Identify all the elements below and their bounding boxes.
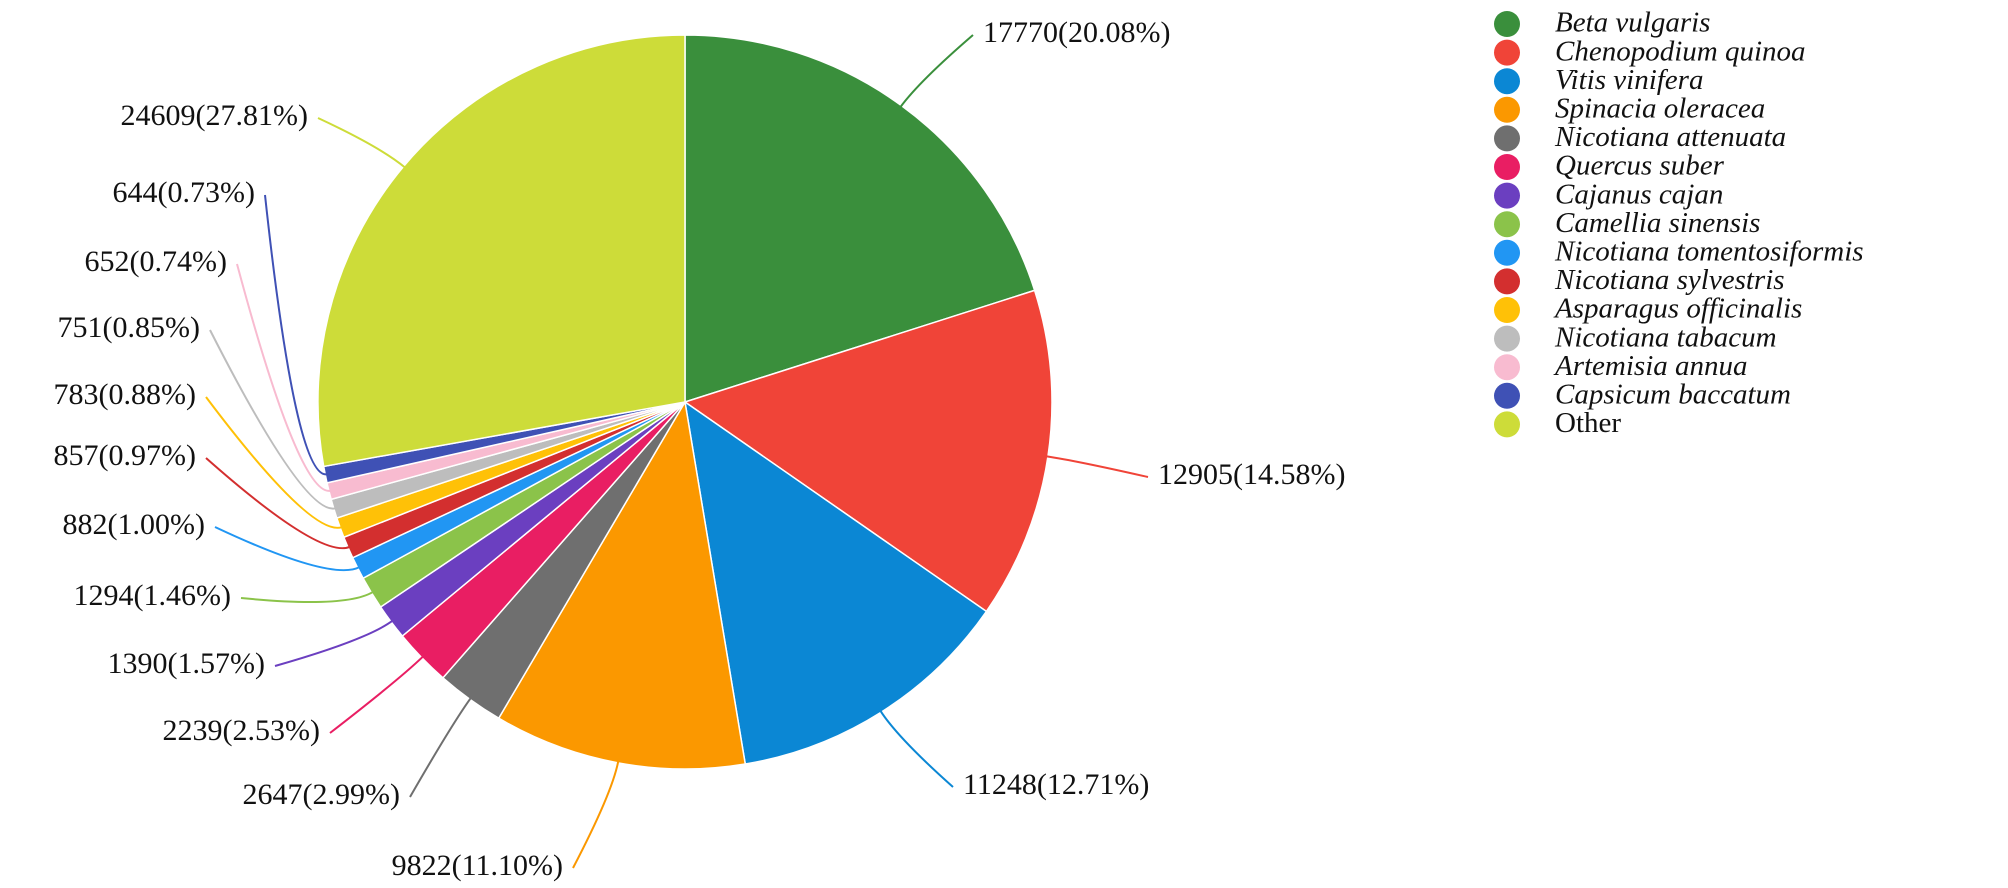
leader-line [205,457,351,550]
legend-text: Nicotiana tomentosiformis [1554,235,1864,267]
leader-line [409,697,472,798]
legend-marker [1494,68,1520,95]
legend-marker [1494,268,1520,295]
value-label: 652(0.74%) [85,245,227,278]
legend-text: Capsicum baccatum [1555,378,1791,410]
leader-line [205,396,343,529]
legend-text: Nicotiana sylvestris [1554,264,1785,296]
legend-marker [1494,239,1520,266]
value-label: 751(0.85%) [58,311,200,344]
leader-line [572,760,620,869]
leader-line [317,117,406,169]
legend-marker [1494,382,1520,409]
legend-marker [1494,211,1520,238]
value-label: 857(0.97%) [54,439,196,472]
leader-line [264,194,328,476]
legend-marker [1494,297,1520,323]
legend-text: Cajanus cajan [1555,178,1723,210]
legend-marker [1494,182,1520,209]
legend-text: Nicotiana tabacum [1554,321,1777,353]
leader-line [1045,455,1149,478]
legend-marker [1494,154,1520,180]
value-label: 24609(27.81%) [121,99,308,132]
value-label: 644(0.73%) [113,176,255,209]
leader-line [899,34,974,108]
legend-marker [1494,11,1520,37]
legend-text: Beta vulgaris [1555,7,1710,39]
legend-text: Artemisia annua [1553,350,1748,382]
legend-text: Chenopodium quinoa [1555,35,1806,67]
leader-line [329,655,424,734]
leader-line [879,709,954,788]
legend-marker [1494,39,1520,66]
value-label: 17770(20.08%) [983,16,1170,49]
leader-line [274,619,394,667]
legend-text: Other [1555,407,1621,439]
value-label: 1390(1.57%) [108,647,265,680]
legend-marker [1494,125,1520,152]
leader-line [209,329,337,510]
leader-line [236,263,332,492]
legend-text: Nicotiana attenuata [1554,121,1786,153]
leader-line [214,526,360,572]
legend-marker [1494,354,1520,381]
legend-marker [1494,325,1520,352]
value-label: 2239(2.53%) [163,714,320,747]
value-label: 1294(1.46%) [74,579,231,612]
value-label: 783(0.88%) [54,378,196,411]
pie-slice [317,34,686,468]
legend-text: Camellia sinensis [1555,207,1760,239]
legend-text: Vitis vinifera [1555,64,1703,96]
legend-text: Quercus suber [1555,150,1725,182]
value-label: 12905(14.58%) [1158,458,1345,491]
leader-line [240,590,374,603]
legend-marker [1494,411,1520,438]
value-label: 882(1.00%) [63,508,205,541]
legend-marker [1494,96,1520,123]
value-label: 2647(2.99%) [243,778,400,811]
value-label: 9822(11.10%) [392,849,563,882]
legend-text: Asparagus officinalis [1553,293,1802,325]
value-label: 11248(12.71%) [963,768,1149,801]
legend-text: Spinacia oleracea [1555,92,1765,124]
